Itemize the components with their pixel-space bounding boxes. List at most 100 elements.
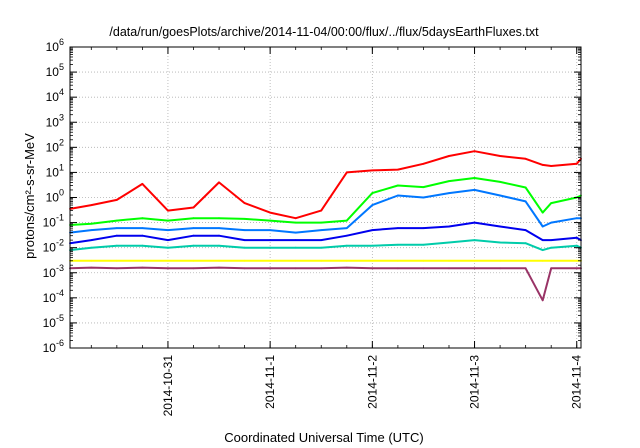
data-point [422, 267, 425, 270]
data-point [345, 171, 348, 174]
series-line [69, 239, 582, 252]
data-point [345, 227, 348, 230]
y-tick-label: 102 [46, 137, 64, 154]
data-point [345, 266, 348, 269]
data-point [541, 259, 544, 262]
data-point [192, 234, 195, 237]
data-point [473, 239, 476, 242]
data-point [218, 266, 220, 269]
data-point [192, 227, 195, 230]
data-point [115, 227, 118, 230]
series-5 [69, 239, 582, 252]
data-point [550, 202, 553, 205]
data-point [397, 184, 399, 187]
y-tick-label: 101 [46, 162, 64, 179]
data-point [167, 267, 169, 270]
data-point [218, 217, 220, 220]
data-point [575, 244, 578, 247]
data-point [167, 229, 169, 232]
data-point [524, 229, 527, 232]
data-point [243, 267, 246, 270]
data-point [422, 196, 425, 199]
y-tick-label: 10-6 [43, 338, 64, 355]
y-tick-label: 106 [46, 37, 64, 54]
data-point [499, 194, 501, 197]
y-tick-label: 10-4 [43, 288, 64, 305]
data-point [473, 259, 476, 262]
data-point [448, 155, 450, 157]
data-point [269, 219, 271, 222]
data-point [90, 239, 93, 242]
data-point [218, 234, 220, 237]
data-point [422, 186, 425, 189]
data-point [167, 259, 169, 262]
data-point [320, 246, 323, 249]
data-point [269, 229, 271, 232]
data-point [541, 211, 544, 214]
data-point [473, 177, 476, 179]
data-point [422, 227, 425, 230]
data-point [141, 217, 144, 220]
data-point [115, 244, 118, 247]
data-point [499, 181, 501, 183]
data-point [422, 162, 425, 165]
x-axis-ticks: 2014-10-31 2014-11-1 2014-11-2 2014-11-3 201… [90, 47, 584, 416]
data-point [294, 231, 297, 234]
data-point [524, 157, 527, 160]
data-point [192, 206, 195, 209]
data-point [397, 259, 399, 262]
data-point [167, 219, 169, 222]
data-point [422, 243, 425, 246]
data-point [320, 267, 323, 270]
data-point [115, 259, 118, 262]
data-point [141, 183, 144, 185]
data-point [141, 234, 144, 237]
y-tick-label: 103 [46, 112, 64, 129]
data-point [550, 239, 553, 242]
y-tick-label: 10-5 [43, 313, 64, 330]
series-2 [69, 177, 582, 226]
data-point [218, 259, 220, 262]
data-point [575, 217, 578, 220]
data-point [541, 249, 544, 252]
data-point [550, 221, 553, 224]
y-tick-label: 10-2 [43, 238, 64, 255]
data-point [243, 229, 246, 232]
data-point [90, 259, 93, 262]
data-point [192, 259, 195, 262]
data-point [524, 242, 527, 245]
y-tick-label: 10-3 [43, 263, 64, 280]
data-point [320, 229, 323, 232]
data-point [294, 267, 297, 270]
data-point [243, 246, 246, 249]
data-point [499, 155, 501, 157]
data-point [167, 246, 169, 249]
series-line [69, 221, 582, 245]
data-point [371, 169, 374, 172]
y-axis-ticks: 10-6 10-5 10-4 10-3 10-2 10-1 100 101 102 103 104 1… [43, 37, 581, 355]
y-axis-label: protons/cm²-s-sr-MeV [22, 133, 37, 259]
data-point [550, 165, 553, 167]
data-point [422, 259, 425, 262]
data-point [448, 267, 450, 270]
data-point [218, 244, 220, 247]
data-point [448, 180, 450, 183]
data-point [218, 181, 220, 184]
data-point [269, 239, 271, 242]
data-point [397, 227, 399, 230]
data-point [320, 221, 323, 224]
data-point [524, 259, 527, 262]
data-point [550, 267, 553, 270]
data-point [90, 229, 93, 232]
data-point [541, 239, 544, 242]
data-point [115, 267, 118, 270]
y-tick-label: 104 [46, 87, 64, 104]
data-point [371, 267, 374, 270]
data-point [541, 225, 544, 228]
data-point [192, 267, 195, 270]
data-point [499, 259, 501, 262]
data-point [473, 150, 476, 153]
x-axis-label: Coordinated Universal Time (UTC) [224, 430, 423, 445]
data-point [397, 243, 399, 246]
